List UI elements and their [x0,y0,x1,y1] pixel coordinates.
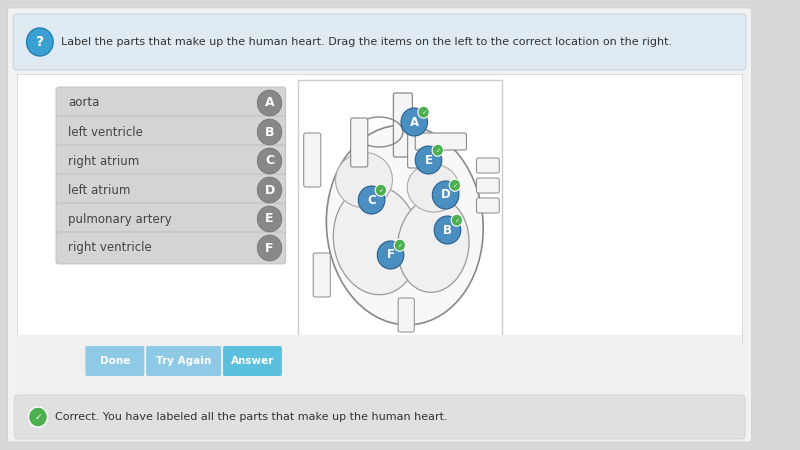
Text: aorta: aorta [68,96,100,109]
Circle shape [358,186,385,214]
Circle shape [258,119,282,145]
Text: pulmonary artery: pulmonary artery [68,212,172,225]
Text: F: F [266,242,274,255]
FancyBboxPatch shape [56,174,286,206]
FancyBboxPatch shape [14,14,746,70]
Text: C: C [367,194,376,207]
Text: C: C [265,154,274,167]
FancyBboxPatch shape [394,93,412,157]
FancyBboxPatch shape [408,126,423,168]
Circle shape [375,184,386,196]
Text: A: A [410,116,419,129]
Text: ✓: ✓ [34,413,42,422]
Circle shape [451,214,462,226]
FancyBboxPatch shape [56,145,286,177]
Circle shape [258,206,282,232]
Circle shape [29,407,47,427]
Text: ✓: ✓ [452,183,458,188]
FancyBboxPatch shape [146,346,221,376]
Text: Try Again: Try Again [156,356,211,366]
FancyBboxPatch shape [477,158,499,173]
Text: A: A [265,96,274,109]
Text: B: B [443,224,452,237]
FancyBboxPatch shape [56,116,286,148]
Text: ✓: ✓ [378,188,383,193]
Circle shape [432,144,443,156]
Circle shape [432,181,459,209]
FancyBboxPatch shape [14,395,745,439]
Circle shape [258,148,282,174]
Text: B: B [265,126,274,139]
Text: E: E [425,153,433,166]
FancyBboxPatch shape [223,346,282,376]
Ellipse shape [335,153,393,207]
FancyBboxPatch shape [17,74,742,344]
Text: right atrium: right atrium [68,154,139,167]
Ellipse shape [407,164,459,212]
FancyBboxPatch shape [56,232,286,264]
Circle shape [418,106,430,118]
FancyBboxPatch shape [314,253,330,297]
FancyBboxPatch shape [350,118,368,167]
Text: D: D [265,184,274,197]
FancyBboxPatch shape [56,203,286,235]
Circle shape [258,235,282,261]
Text: E: E [266,212,274,225]
Text: right ventricle: right ventricle [68,242,152,255]
FancyBboxPatch shape [398,298,414,332]
Circle shape [394,239,406,251]
FancyBboxPatch shape [477,198,499,213]
Text: Answer: Answer [230,356,274,366]
Circle shape [378,241,404,269]
Circle shape [401,108,427,136]
Text: Done: Done [100,356,130,366]
FancyBboxPatch shape [86,346,144,376]
Circle shape [434,216,461,244]
Ellipse shape [398,198,469,292]
Text: ✓: ✓ [435,148,441,153]
FancyBboxPatch shape [477,178,499,193]
Ellipse shape [326,125,483,325]
Text: Correct. You have labeled all the parts that make up the human heart.: Correct. You have labeled all the parts … [55,412,448,422]
Text: Label the parts that make up the human heart. Drag the items on the left to the : Label the parts that make up the human h… [61,37,672,47]
Text: ✓: ✓ [454,218,459,223]
Text: left atrium: left atrium [68,184,130,197]
FancyBboxPatch shape [304,133,321,187]
Circle shape [26,28,53,56]
FancyBboxPatch shape [7,8,752,442]
FancyBboxPatch shape [56,87,286,119]
FancyBboxPatch shape [415,133,466,150]
FancyBboxPatch shape [17,335,742,395]
Text: ✓: ✓ [421,110,426,115]
Text: F: F [386,248,394,261]
Circle shape [415,146,442,174]
Text: ✓: ✓ [398,243,402,248]
Circle shape [258,90,282,116]
Text: left ventricle: left ventricle [68,126,143,139]
FancyBboxPatch shape [298,80,502,340]
Text: D: D [441,189,450,202]
Circle shape [258,177,282,203]
Ellipse shape [334,185,419,295]
Text: ?: ? [36,35,44,49]
Circle shape [450,179,461,191]
